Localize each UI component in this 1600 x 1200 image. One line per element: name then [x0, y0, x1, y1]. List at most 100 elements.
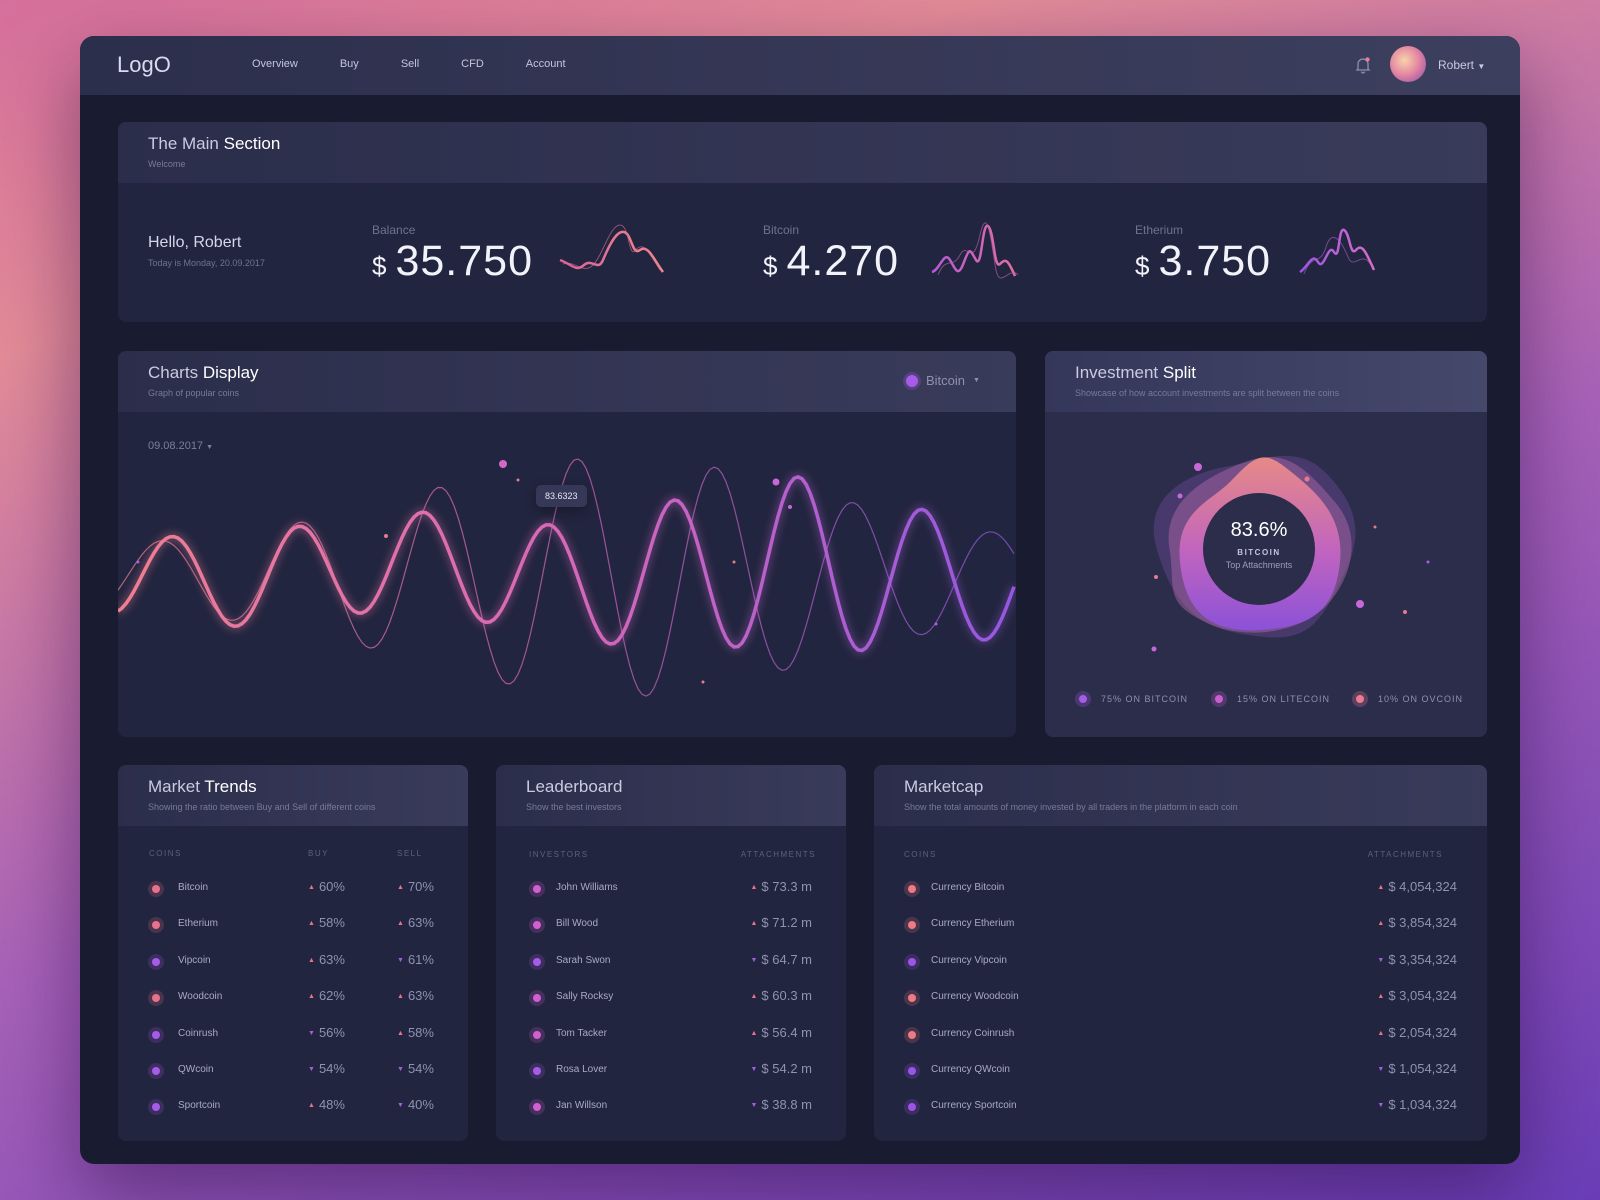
star-dot [516, 478, 520, 482]
row-name: Currency Woodcoin [931, 991, 1019, 1003]
marketcap-panel: Marketcap Show the total amounts of money… [874, 765, 1487, 1141]
column-header-attachments: ATTACHMENTS [1367, 850, 1443, 859]
chevron-down-icon: ▼ [206, 444, 214, 451]
buy-value: 58% [308, 915, 345, 930]
coin-select[interactable]: Bitcoin ▼ [906, 373, 980, 388]
panel-title: The Main Section [148, 134, 281, 153]
main-nav: Overview Buy Sell CFD Account [252, 58, 608, 70]
coin-dot-icon [148, 881, 164, 897]
stat-bitcoin: Bitcoin $4.270 [763, 223, 900, 285]
table-row[interactable]: Currency Woodcoin $ 3,054,324 [874, 988, 1487, 1008]
buy-value: 54% [308, 1061, 345, 1076]
coin-name: Vipcoin [178, 954, 211, 966]
table-row[interactable]: Currency QWcoin $ 1,054,324 [874, 1061, 1487, 1081]
nav-account[interactable]: Account [525, 58, 566, 70]
table-row[interactable]: Currency Bitcoin $ 4,054,324 [874, 879, 1487, 899]
table-row[interactable]: John Williams $ 73.3 m [496, 879, 846, 899]
coin-name: Bitcoin [178, 882, 209, 893]
nav-buy[interactable]: Buy [339, 58, 359, 70]
chart-line-secondary [118, 458, 1015, 697]
avatar[interactable] [1390, 46, 1426, 82]
date-select[interactable]: 09.08.2017 ▼ [148, 440, 214, 452]
table-row[interactable]: Sportcoin 48% 40% [118, 1097, 468, 1117]
row-name: Currency Vipcoin [931, 954, 1007, 966]
table-row[interactable]: Currency Coinrush $ 2,054,324 [874, 1025, 1487, 1045]
panel-title: Investment Split [1075, 363, 1196, 382]
stat-etherium: Etherium $3.750 [1135, 223, 1272, 285]
bell-icon[interactable] [1355, 56, 1371, 74]
stat-balance: Balance $35.750 [372, 223, 533, 285]
row-value: $ 1,034,324 [1377, 1097, 1457, 1112]
row-name: Currency Etherium [931, 918, 1015, 930]
coin-dot-icon [529, 1063, 545, 1079]
table-row[interactable]: Bill Wood $ 71.2 m [496, 915, 846, 935]
panel-title: Market Trends [148, 777, 257, 796]
table-row[interactable]: Currency Vipcoin $ 3,354,324 [874, 952, 1487, 972]
sell-value: 63% [397, 915, 434, 930]
panel-subtitle: Showing the ratio between Buy and Sell o… [148, 802, 376, 812]
user-menu[interactable]: Robert ▼ [1438, 58, 1485, 72]
coin-dot-icon [529, 1026, 545, 1043]
table-row[interactable]: Currency Etherium $ 3,854,324 [874, 915, 1487, 935]
coin-dot-icon [148, 1063, 164, 1079]
table-row[interactable]: Woodcoin 62% 63% [118, 988, 468, 1008]
table-row[interactable]: QWcoin 54% 54% [118, 1061, 468, 1081]
buy-value: 56% [308, 1025, 345, 1040]
panel-title: Charts Display [148, 363, 259, 382]
row-name: Currency QWcoin [931, 1064, 1010, 1075]
table-row[interactable]: Coinrush 56% 58% [118, 1025, 468, 1045]
star-dot [772, 478, 780, 486]
leaderboard-panel: Leaderboard Show the best investors INVES… [496, 765, 846, 1141]
nav-sell[interactable]: Sell [400, 58, 420, 70]
row-name: Currency Sportcoin [931, 1100, 1017, 1112]
legend-litecoin: 15% ON LITECOIN [1211, 691, 1330, 707]
panel-subtitle: Show the total amounts of money invested… [904, 802, 1238, 812]
coin-dot-icon [148, 1099, 164, 1116]
row-name: Sally Rocksy [556, 991, 614, 1003]
star-dot [701, 680, 705, 684]
row-value: $ 4,054,324 [1377, 879, 1457, 894]
table-row[interactable]: Etherium 58% 63% [118, 915, 468, 935]
star-dot [934, 622, 938, 626]
coin-dot-icon [904, 1099, 920, 1116]
star-dots [136, 460, 938, 684]
coin-dot-icon [148, 1026, 164, 1043]
table-row[interactable]: Jan Willson $ 38.8 m [496, 1097, 846, 1117]
table-row[interactable]: Currency Sportcoin $ 1,034,324 [874, 1097, 1487, 1117]
row-value: $ 3,354,324 [1377, 952, 1457, 967]
row-value: $ 1,054,324 [1377, 1061, 1457, 1076]
table-row[interactable]: Vipcoin 63% 61% [118, 952, 468, 972]
coin-dot-icon [148, 917, 164, 934]
panel-subtitle: Show the best investors [526, 802, 622, 812]
star-dot [384, 534, 388, 538]
coin-dot-icon [148, 953, 164, 970]
row-name: Bill Wood [556, 918, 599, 930]
coin-name: Sportcoin [178, 1100, 221, 1112]
nav-cfd[interactable]: CFD [461, 58, 484, 70]
table-row[interactable]: Tom Tacker $ 56.4 m [496, 1025, 846, 1045]
table-row[interactable]: Sally Rocksy $ 60.3 m [496, 988, 846, 1008]
table-row[interactable]: Sarah Swon $ 64.7 m [496, 952, 846, 972]
main-section-panel: The Main Section Welcome Hello, Robert To… [118, 122, 1487, 322]
coin-dot-icon [906, 374, 918, 387]
column-header-attachments: ATTACHMENTS [740, 850, 816, 859]
bitcoin-sparkline [931, 222, 1019, 279]
split-center: 83.6% BITCOIN Top Attachments [1159, 519, 1359, 570]
panel-subtitle: Graph of popular coins [148, 388, 240, 398]
coin-name: Etherium [178, 918, 219, 930]
row-value: $ 64.7 m [750, 952, 812, 967]
sell-value: 40% [397, 1097, 434, 1112]
chart-line-main [118, 475, 1016, 653]
split-caption: Top Attachments [1225, 560, 1293, 570]
sell-value: 61% [397, 952, 434, 967]
table-row[interactable]: Rosa Lover $ 54.2 m [496, 1061, 846, 1081]
buy-value: 62% [308, 988, 345, 1003]
buy-value: 63% [308, 952, 345, 967]
row-name: Tom Tacker [556, 1027, 607, 1039]
coin-name: QWcoin [178, 1064, 214, 1075]
sell-value: 63% [397, 988, 434, 1003]
table-row[interactable]: Bitcoin 60% 70% [118, 879, 468, 899]
coin-dot-icon [529, 990, 545, 1007]
nav-overview[interactable]: Overview [252, 58, 298, 70]
investment-blob-chart [1151, 455, 1430, 652]
